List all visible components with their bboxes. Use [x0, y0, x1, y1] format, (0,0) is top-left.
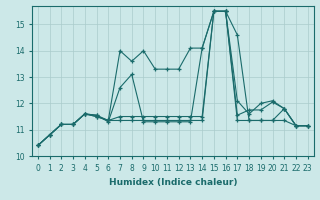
- X-axis label: Humidex (Indice chaleur): Humidex (Indice chaleur): [108, 178, 237, 187]
